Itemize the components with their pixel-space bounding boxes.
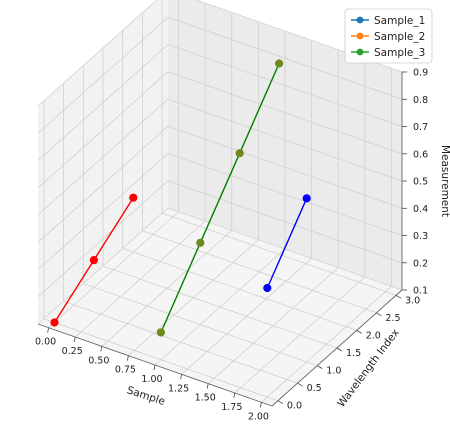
grid-line [37,125,169,243]
y-tick-label: 1.5 [346,348,361,359]
y-tick-mark [395,294,402,299]
data-point [196,238,205,247]
grid-line [167,71,403,155]
legend-item: Sample_1 [351,15,425,27]
data-series [50,59,311,337]
data-point [89,256,99,265]
grid-line [37,71,169,189]
x-tick-label: 1.00 [141,374,162,385]
series-line [160,63,280,333]
grid-line [167,125,403,209]
x-tick-mark [47,327,49,333]
grid-line [167,44,403,127]
grid-line [102,265,338,349]
x-tick-label: 0.25 [62,346,83,357]
y-tick-mark [297,382,303,387]
grid-line [167,16,403,100]
y-tick-mark [376,312,382,317]
z-axis-label: Measurement [439,145,450,217]
series-2 [156,59,284,337]
grid-line [37,0,158,107]
x-tick-label: 0.50 [88,355,109,366]
legend-marker [356,32,364,40]
grid-line [83,283,318,366]
grid-line [37,207,169,325]
z-tick-label: 0.9 [413,68,428,79]
grid-line [37,98,169,216]
x-axis-label: Sample [125,384,166,408]
z-tick-label: 0.5 [413,177,428,188]
y-tick-mark [336,347,343,352]
grid-line [63,300,298,384]
grid-lines [37,0,403,403]
grid-line [167,180,403,264]
data-point [235,149,244,158]
z-tick-label: 0.4 [413,204,428,215]
x-tick-mark [153,364,156,371]
x-tick-label: 1.25 [168,383,189,394]
data-point [302,194,311,203]
grid-line [122,248,357,331]
x-tick-mark [260,402,262,408]
grid-line [142,230,377,314]
series-3 [263,194,311,293]
grid-line [37,180,169,298]
y-tick-mark [356,330,362,334]
legend-marker [356,16,364,24]
legend-label: Sample_3 [374,47,425,59]
y-tick-label: 2.0 [366,330,381,341]
y-tick-label: 3.0 [405,295,420,306]
tick-labels: 0.00 0.25 0.50 0.75 1.00 1.25 1.50 1.75 2.00 0.0 0… [35,68,428,423]
legend: Sample_1 Sample_2 Sample_3 [344,8,433,64]
grid-line [43,318,279,402]
legend-item: Sample_3 [351,47,425,59]
grid-line [37,44,169,161]
z-tick-label: 0.6 [413,149,428,160]
y-tick-mark [317,365,323,369]
x-tick-mark [127,355,129,361]
x-tick-label: 1.50 [195,393,216,404]
grid-line [161,212,397,296]
x-tick-label: 0.00 [35,337,56,348]
x-tick-label: 2.00 [248,411,269,422]
x-tick-mark [180,374,182,380]
grid-line [37,153,169,270]
grid-line [167,98,403,182]
y-tick-label: 0.0 [287,401,302,412]
z-tick-label: 0.7 [413,122,428,133]
z-tick-label: 0.1 [413,286,428,297]
data-point [50,318,59,327]
x-tick-mark [73,336,76,343]
y-tick-mark [277,400,284,405]
z-tick-label: 0.8 [413,95,428,106]
series-1 [50,193,138,327]
x-tick-mark [206,383,209,389]
legend-label: Sample_1 [374,15,425,27]
data-point [263,283,272,293]
y-tick-label: 2.5 [385,313,400,324]
y-tick-label: 0.5 [307,383,322,394]
x-tick-label: 0.75 [115,365,136,376]
grid-line [167,153,403,236]
x-tick-mark [233,392,236,399]
x-tick-mark [100,346,103,352]
series-line [266,198,308,289]
grid-line [37,17,169,134]
data-point [129,193,138,202]
z-tick-label: 0.3 [413,231,428,242]
legend-box [344,8,433,64]
data-point [275,59,284,68]
z-tick-label: 0.2 [413,258,428,269]
legend-item: Sample_2 [351,31,425,43]
data-point [156,328,165,337]
legend-label: Sample_2 [374,31,425,43]
x-tick-label: 1.75 [221,402,242,413]
legend-marker [356,48,364,56]
y-tick-label: 1.0 [326,366,341,377]
